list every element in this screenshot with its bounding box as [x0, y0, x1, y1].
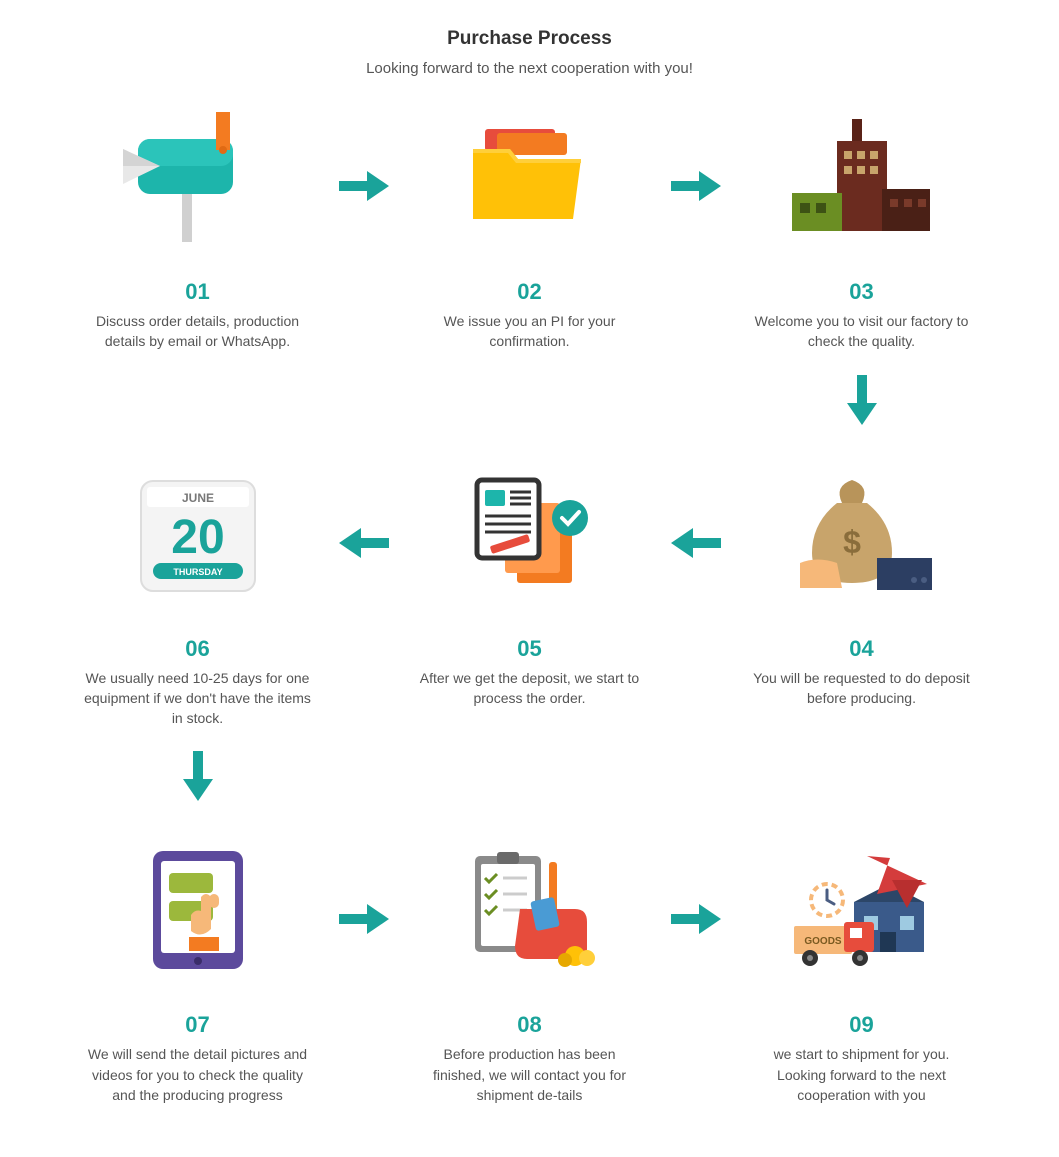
tablet-icon [113, 834, 283, 984]
shipping-icon [777, 834, 947, 984]
step-num-07: 07 [185, 1012, 209, 1038]
step-desc-03: Welcome you to visit our factory to chec… [742, 311, 982, 352]
row-2: 06 We usually need 10-25 days for one eq… [40, 458, 1019, 729]
connector-row-2 [40, 740, 1019, 822]
step-desc-05: After we get the deposit, we start to pr… [410, 668, 650, 709]
step-01: 01 Discuss order details, production det… [78, 101, 318, 352]
page-title: Purchase Process [40, 28, 1019, 50]
step-09: 09 we start to shipment for you. Looking… [742, 834, 982, 1105]
header: Purchase Process Looking forward to the … [40, 28, 1019, 77]
step-num-02: 02 [517, 279, 541, 305]
step-07: 07 We will send the detail pictures and … [78, 834, 318, 1105]
row-3: 07 We will send the detail pictures and … [40, 834, 1019, 1105]
arrow-down-icon [742, 370, 982, 430]
step-desc-08: Before production has been finished, we … [410, 1044, 650, 1105]
step-num-01: 01 [185, 279, 209, 305]
folder-icon [445, 101, 615, 251]
step-08: 08 Before production has been finished, … [410, 834, 650, 1105]
step-desc-04: You will be requested to do deposit befo… [742, 668, 982, 709]
step-num-06: 06 [185, 636, 209, 662]
step-04: 04 You will be requested to do deposit b… [742, 458, 982, 709]
calendar-icon [113, 458, 283, 608]
arrow-left-icon [668, 468, 724, 618]
arrow-right-icon [668, 844, 724, 994]
page-subtitle: Looking forward to the next cooperation … [40, 60, 1019, 77]
step-desc-06: We usually need 10-25 days for one equip… [78, 668, 318, 729]
arrow-right-icon [336, 844, 392, 994]
arrow-down-icon [78, 746, 318, 806]
document-icon [445, 458, 615, 608]
step-num-09: 09 [849, 1012, 873, 1038]
arrow-right-icon [336, 111, 392, 261]
step-desc-09: we start to shipment for you. Looking fo… [742, 1044, 982, 1105]
arrow-left-icon [336, 468, 392, 618]
arrow-right-icon [668, 111, 724, 261]
step-03: 03 Welcome you to visit our factory to c… [742, 101, 982, 352]
connector-row-1 [40, 364, 1019, 446]
step-num-04: 04 [849, 636, 873, 662]
step-06: 06 We usually need 10-25 days for one eq… [78, 458, 318, 729]
step-num-03: 03 [849, 279, 873, 305]
step-desc-07: We will send the detail pictures and vid… [78, 1044, 318, 1105]
row-1: 01 Discuss order details, production det… [40, 101, 1019, 352]
step-num-08: 08 [517, 1012, 541, 1038]
moneybag-icon [777, 458, 947, 608]
step-05: 05 After we get the deposit, we start to… [410, 458, 650, 709]
step-num-05: 05 [517, 636, 541, 662]
factory-icon [777, 101, 947, 251]
step-02: 02 We issue you an PI for your confirmat… [410, 101, 650, 352]
step-desc-02: We issue you an PI for your confirmation… [410, 311, 650, 352]
clipboard-icon [445, 834, 615, 984]
mailbox-icon [113, 101, 283, 251]
step-desc-01: Discuss order details, production detail… [78, 311, 318, 352]
